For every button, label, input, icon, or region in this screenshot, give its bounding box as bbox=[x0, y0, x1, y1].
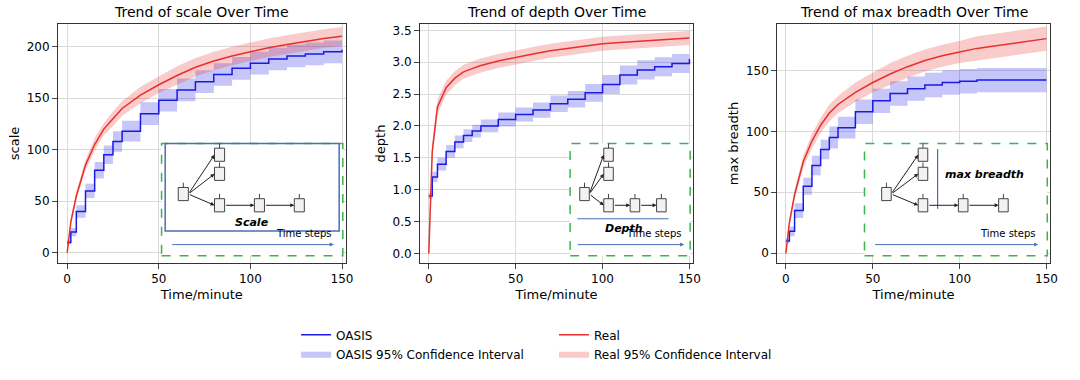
svg-text:Scale: Scale bbox=[235, 216, 269, 229]
svg-text:0: 0 bbox=[761, 246, 769, 260]
svg-text:50: 50 bbox=[508, 272, 523, 286]
svg-text:0.5: 0.5 bbox=[393, 215, 412, 229]
svg-text:150: 150 bbox=[27, 91, 50, 105]
svg-text:50: 50 bbox=[34, 194, 49, 208]
svg-text:100: 100 bbox=[746, 125, 769, 139]
svg-text:Time steps: Time steps bbox=[276, 228, 332, 239]
svg-text:Trend of scale Over Time: Trend of scale Over Time bbox=[114, 4, 289, 20]
svg-text:0: 0 bbox=[425, 272, 433, 286]
svg-text:2.5: 2.5 bbox=[393, 87, 412, 101]
svg-text:Real: Real bbox=[594, 329, 620, 343]
svg-text:100: 100 bbox=[27, 143, 50, 157]
svg-text:50: 50 bbox=[151, 272, 166, 286]
svg-text:Time/minute: Time/minute bbox=[160, 287, 243, 302]
svg-text:Depth: Depth bbox=[605, 222, 643, 235]
svg-text:Trend of max breadth Over Time: Trend of max breadth Over Time bbox=[800, 4, 1028, 20]
svg-text:2.0: 2.0 bbox=[393, 119, 412, 133]
svg-text:150: 150 bbox=[746, 64, 769, 78]
svg-text:100: 100 bbox=[239, 272, 262, 286]
svg-text:3.0: 3.0 bbox=[393, 55, 412, 69]
svg-text:0: 0 bbox=[782, 272, 790, 286]
svg-text:1.0: 1.0 bbox=[393, 183, 412, 197]
svg-text:100: 100 bbox=[591, 272, 614, 286]
svg-text:3.5: 3.5 bbox=[393, 24, 412, 38]
svg-text:200: 200 bbox=[27, 40, 50, 54]
svg-text:Trend of depth Over Time: Trend of depth Over Time bbox=[467, 4, 646, 20]
svg-text:depth: depth bbox=[373, 125, 388, 163]
svg-text:0: 0 bbox=[63, 272, 71, 286]
svg-text:Time steps: Time steps bbox=[980, 228, 1036, 239]
svg-text:max breadth: max breadth bbox=[726, 102, 741, 185]
svg-text:100: 100 bbox=[948, 272, 971, 286]
svg-text:150: 150 bbox=[678, 272, 701, 286]
svg-text:Time/minute: Time/minute bbox=[514, 287, 597, 302]
svg-text:0: 0 bbox=[42, 246, 50, 260]
svg-text:OASIS 95% Confidence Interval: OASIS 95% Confidence Interval bbox=[336, 348, 524, 362]
svg-text:Real 95% Confidence Interval: Real 95% Confidence Interval bbox=[594, 348, 771, 362]
svg-text:1.5: 1.5 bbox=[393, 151, 412, 165]
svg-text:50: 50 bbox=[754, 185, 769, 199]
svg-text:OASIS: OASIS bbox=[336, 329, 372, 343]
svg-text:max breadth: max breadth bbox=[945, 168, 1024, 181]
svg-text:scale: scale bbox=[7, 127, 22, 161]
svg-text:Time/minute: Time/minute bbox=[872, 287, 955, 302]
svg-text:150: 150 bbox=[1035, 272, 1058, 286]
svg-text:Time steps: Time steps bbox=[626, 228, 682, 239]
svg-text:50: 50 bbox=[865, 272, 880, 286]
svg-text:0.0: 0.0 bbox=[393, 247, 412, 261]
svg-text:150: 150 bbox=[331, 272, 354, 286]
